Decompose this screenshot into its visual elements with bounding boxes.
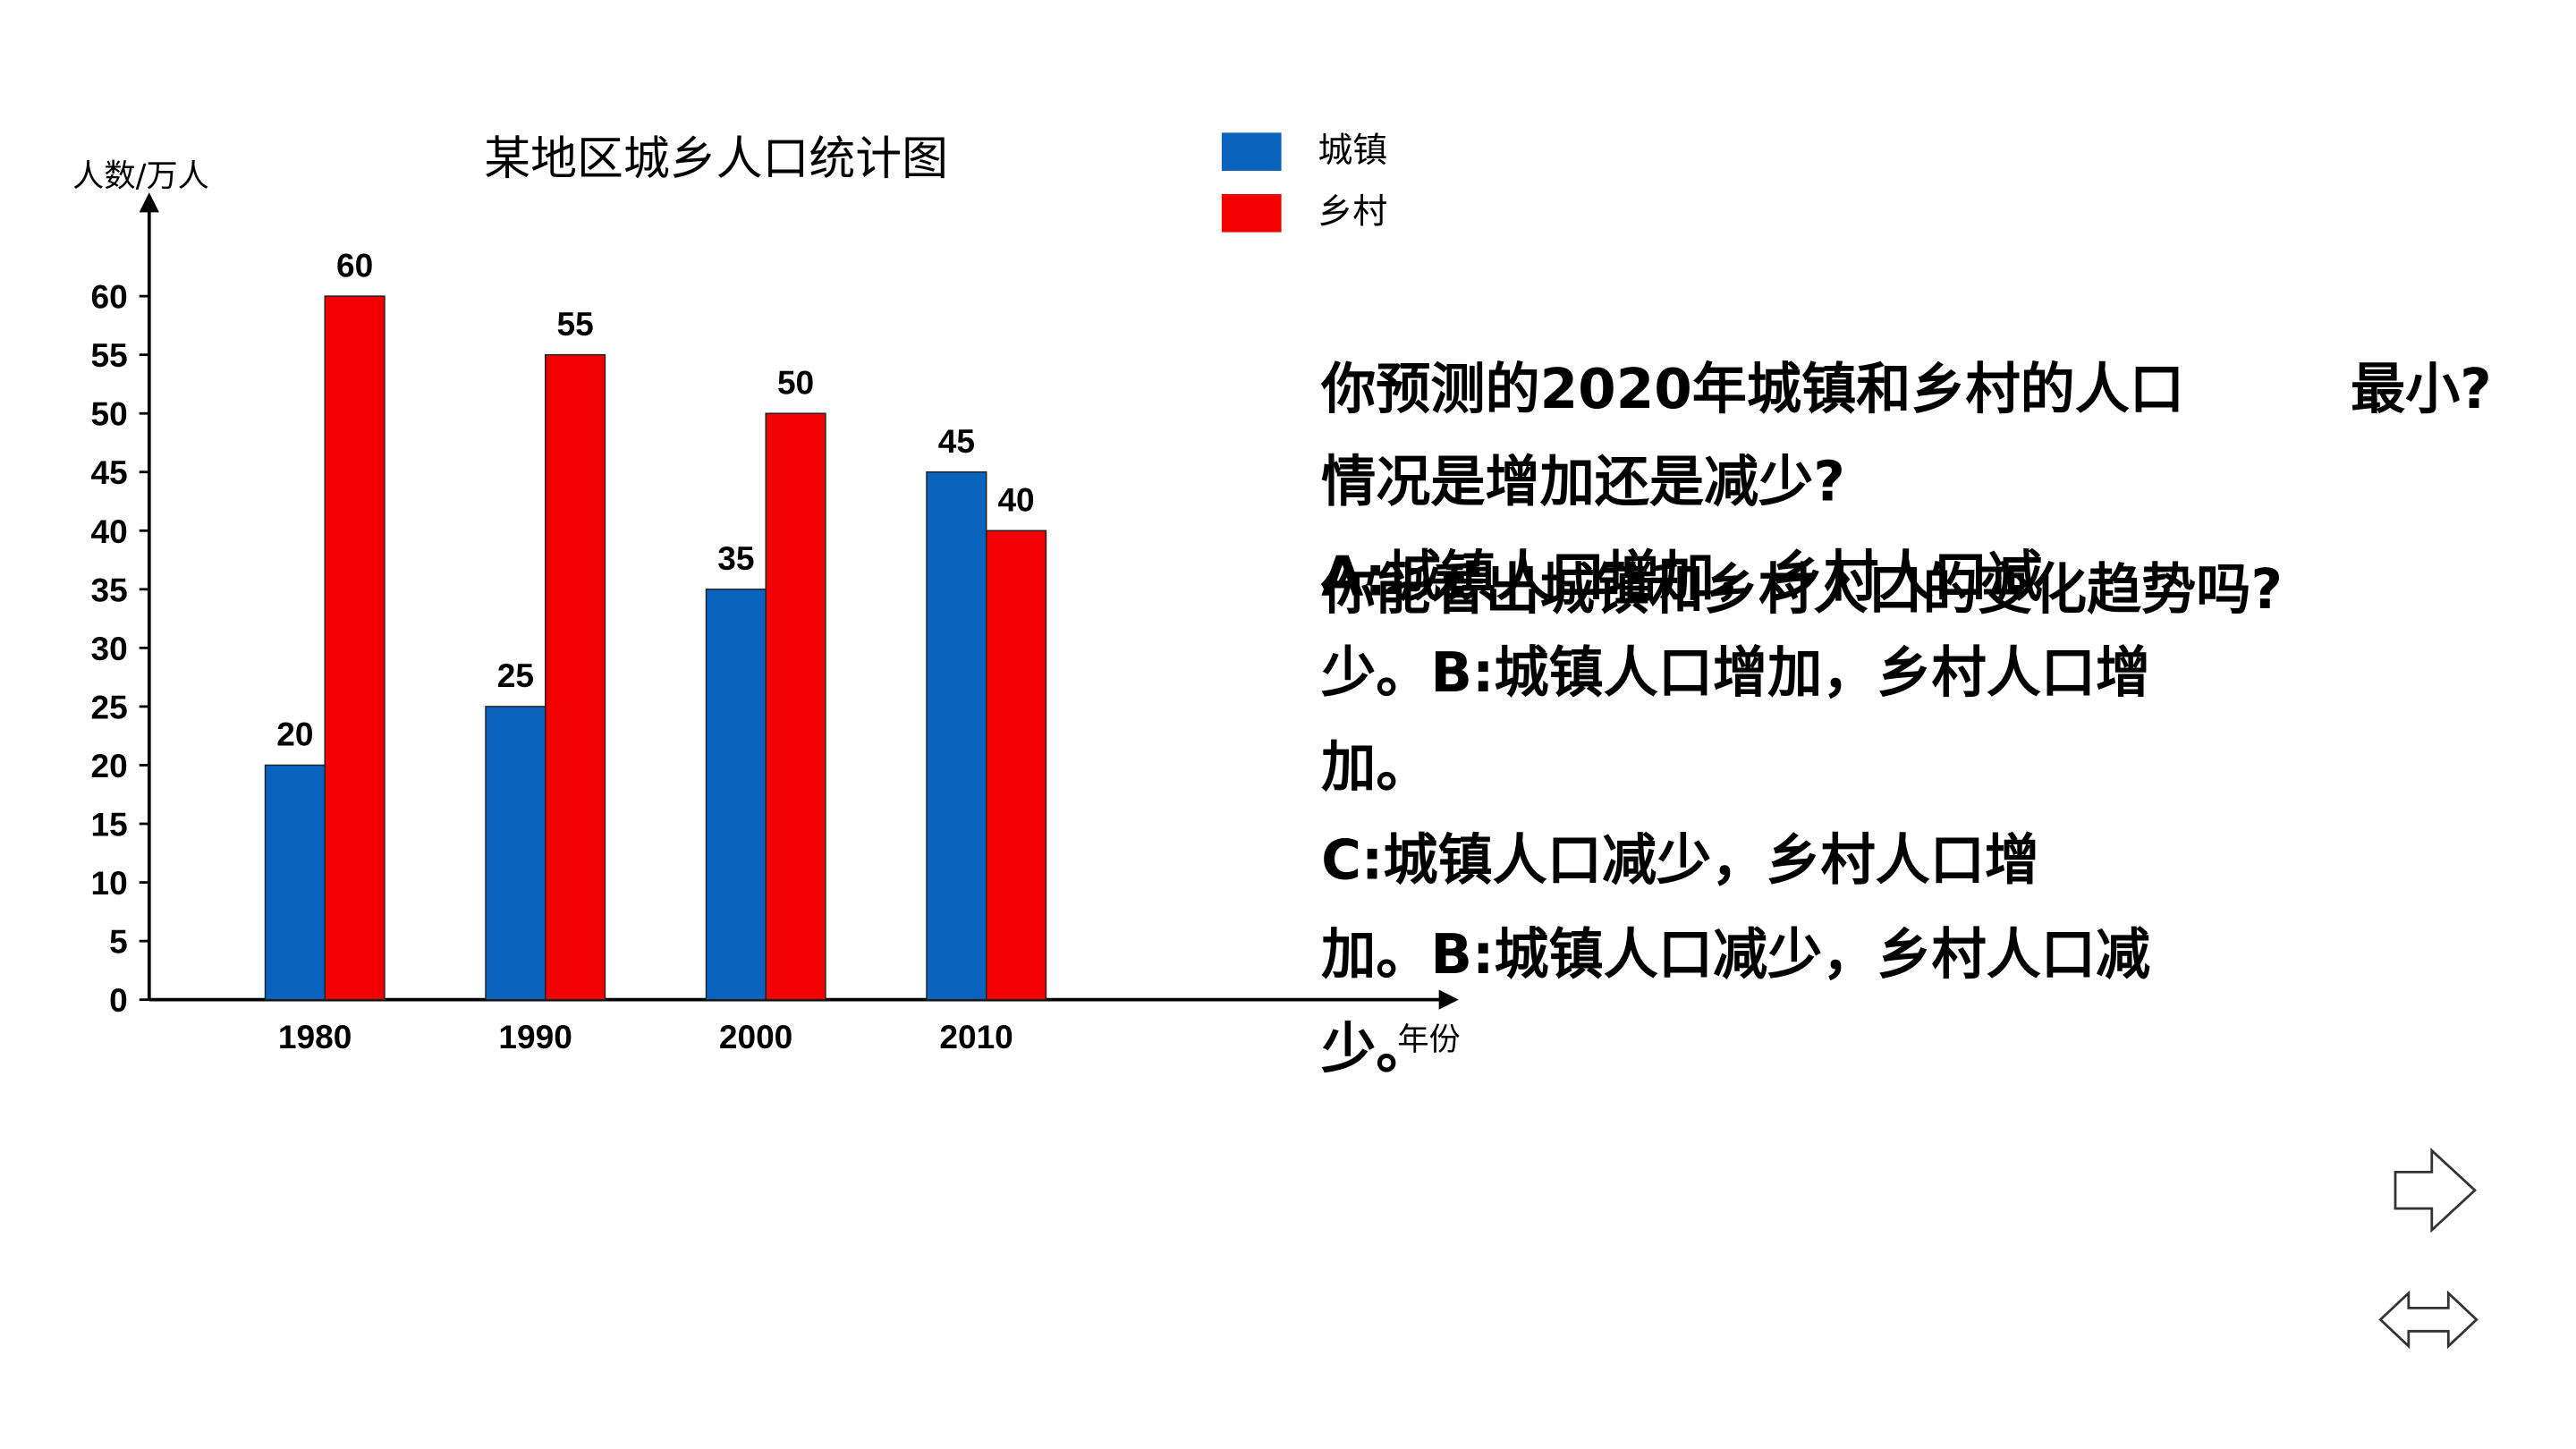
x-tick-label: 1980 xyxy=(278,1018,352,1055)
x-tick-label: 2000 xyxy=(719,1018,792,1055)
bar xyxy=(926,470,987,1001)
legend-swatch xyxy=(1221,132,1282,172)
data-label: 35 xyxy=(717,539,754,577)
bar xyxy=(324,295,386,1001)
bar xyxy=(485,706,547,1001)
legend-swatch xyxy=(1221,193,1282,233)
y-tick-label: 25 xyxy=(90,688,127,725)
next-button[interactable] xyxy=(2394,1148,2477,1233)
data-label: 20 xyxy=(276,716,313,753)
x-tick-label: 1990 xyxy=(498,1018,572,1055)
question-line: 你预测的2020年城镇和乡村的人口 xyxy=(1320,358,2184,421)
y-tick-label: 45 xyxy=(90,453,127,491)
bar xyxy=(985,530,1047,1001)
fragment: 最小? xyxy=(2351,358,2492,421)
data-label: 45 xyxy=(938,422,975,460)
y-tick-label: 0 xyxy=(109,981,128,1019)
bar xyxy=(705,589,767,1001)
y-tick-label: 10 xyxy=(90,864,127,902)
option-line: C:城镇人口减少，乡村人口增 xyxy=(1321,828,2039,892)
y-axis-label: 人数/万人 xyxy=(72,157,209,194)
y-tick-label: 20 xyxy=(90,747,127,784)
y-tick-label: 35 xyxy=(90,571,127,608)
data-label: 40 xyxy=(997,481,1034,519)
question-2: 你能看出城镇和乡村人口的变化趋势吗? xyxy=(1320,558,2283,622)
bar xyxy=(544,353,606,1001)
legend-label: 城镇 xyxy=(1318,131,1387,171)
x-axis-arrow xyxy=(1438,989,1459,1010)
option-line: 加。B:城镇人口减少，乡村人口减 xyxy=(1321,923,2150,987)
data-label: 25 xyxy=(497,657,534,694)
y-tick-label: 5 xyxy=(109,923,128,961)
bar xyxy=(765,412,826,1001)
y-tick-label: 55 xyxy=(90,336,127,374)
data-label: 55 xyxy=(556,305,593,343)
y-tick-label: 40 xyxy=(90,513,127,550)
y-tick-label: 50 xyxy=(90,395,127,433)
option-line: 少。B:城镇人口增加，乡村人口增 xyxy=(1321,641,2150,705)
y-axis-arrow xyxy=(139,192,159,213)
return-button[interactable] xyxy=(2378,1290,2479,1350)
chart-title: 某地区城乡人口统计图 xyxy=(484,132,948,186)
x-tick-label: 2010 xyxy=(939,1018,1013,1055)
bar xyxy=(264,764,326,1001)
x-axis-label: 年份 xyxy=(1397,1021,1460,1058)
y-tick-label: 15 xyxy=(90,806,127,843)
y-tick-label: 60 xyxy=(90,278,127,316)
legend-label: 乡村 xyxy=(1318,192,1387,233)
slide-text: 你预测的2020年城镇和乡村的人口 最小? 情况是增加还是减少? A:城镇人口增… xyxy=(1320,358,2492,1081)
option-line: 加。 xyxy=(1321,735,1430,799)
data-label: 60 xyxy=(336,246,373,284)
data-label: 50 xyxy=(777,363,814,401)
option-line: A:城镇人口增加，乡村人口减 xyxy=(1321,545,2043,608)
y-tick-label: 30 xyxy=(90,630,127,667)
question-line: 情况是增加还是减少? xyxy=(1321,451,1845,514)
option-line: 少。 xyxy=(1321,1018,1430,1081)
